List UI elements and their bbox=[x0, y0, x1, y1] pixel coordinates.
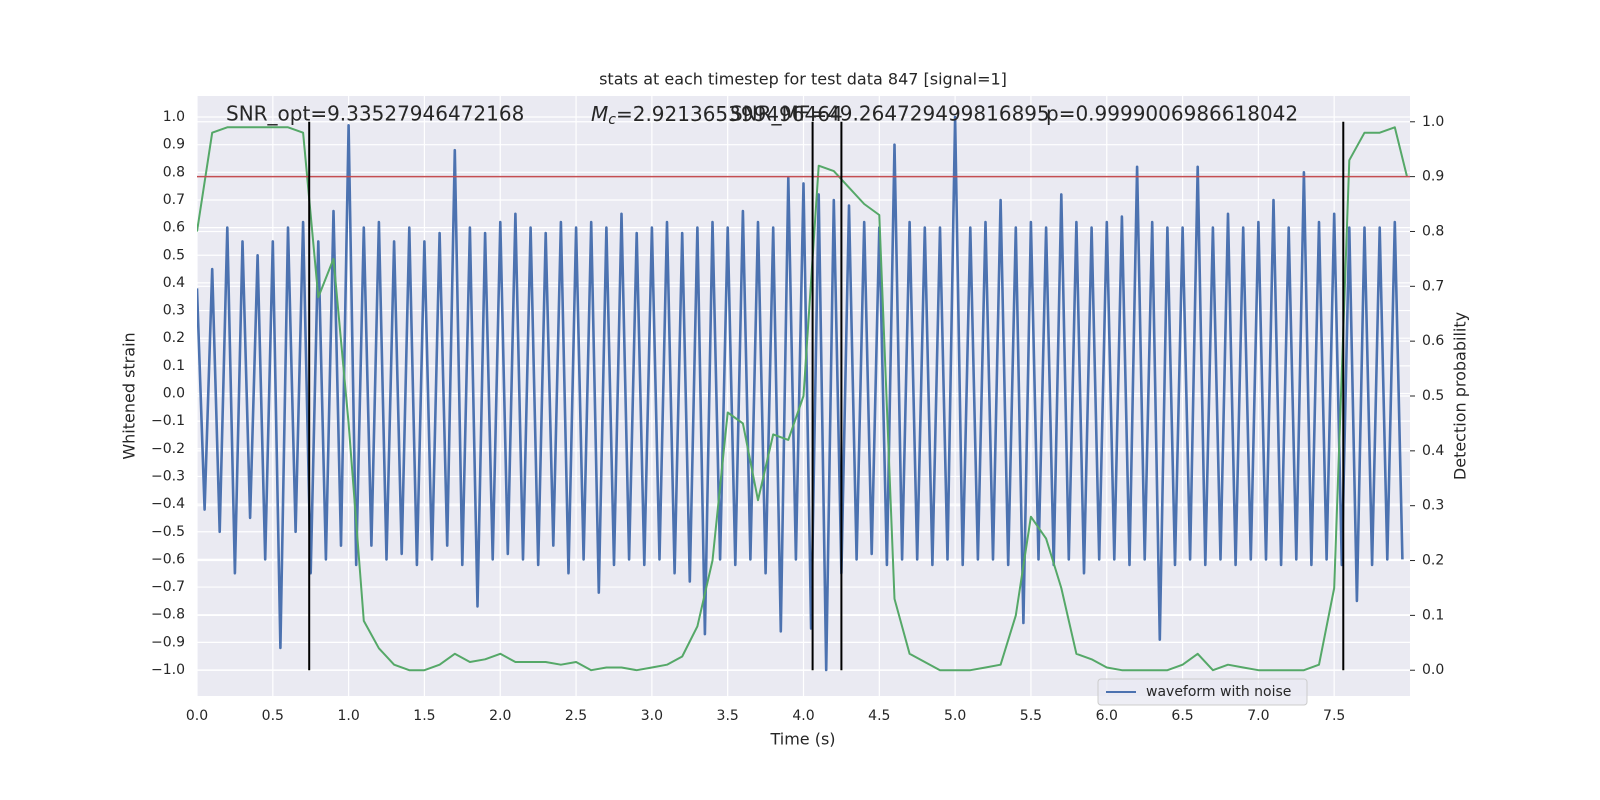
y-tick-label: −0.9 bbox=[151, 634, 185, 650]
legend: waveform with noise bbox=[1097, 678, 1308, 706]
y-tick-label: −1.0 bbox=[151, 662, 185, 678]
x-tick-label: 0.0 bbox=[186, 708, 208, 724]
annotation-symbol: M bbox=[591, 102, 608, 126]
y-tick-label: −0.7 bbox=[151, 579, 185, 595]
y-tick-label: 0.1 bbox=[163, 358, 185, 374]
x-tick-label: 6.5 bbox=[1171, 708, 1193, 724]
x-tick-label: 3.0 bbox=[641, 708, 663, 724]
y-tick-label: 0.9 bbox=[163, 137, 185, 153]
annotation: Mc=2.921365399496464 bbox=[591, 102, 843, 129]
x-tick-label: 7.0 bbox=[1247, 708, 1269, 724]
x-tick-label: 7.5 bbox=[1323, 708, 1345, 724]
y-tick-label: 0.8 bbox=[163, 164, 185, 180]
y-tick-label: 0.2 bbox=[163, 330, 185, 346]
y-tick-label: 0.0 bbox=[163, 386, 185, 402]
x-tick-label: 0.5 bbox=[262, 708, 284, 724]
y-tick-label: 0.4 bbox=[163, 275, 185, 291]
x-tick-label: 2.0 bbox=[489, 708, 511, 724]
legend-box bbox=[1097, 678, 1308, 706]
y-tick-label: −0.6 bbox=[151, 551, 185, 567]
y2-tick-label: 0.2 bbox=[1422, 553, 1444, 569]
x-tick-label: 6.0 bbox=[1096, 708, 1118, 724]
chart-title: stats at each timestep for test data 847… bbox=[599, 70, 1007, 89]
y-tick-label: −0.3 bbox=[151, 468, 185, 484]
x-tick-label: 1.5 bbox=[413, 708, 435, 724]
y2-tick-label: 0.4 bbox=[1422, 443, 1444, 459]
x-axis-label: Time (s) bbox=[769, 730, 835, 749]
y2-tick-label: 0.6 bbox=[1422, 333, 1444, 349]
annotation: p=0.9999006986618042 bbox=[1046, 102, 1298, 126]
y-axis-label: Whitened strain bbox=[120, 332, 139, 459]
legend-label: waveform with noise bbox=[1146, 684, 1291, 700]
y-tick-label: −0.1 bbox=[151, 413, 185, 429]
y2-tick-label: 0.0 bbox=[1422, 662, 1444, 678]
x-tick-label: 5.5 bbox=[1020, 708, 1042, 724]
annotation: SNR_MF=49.264729499816895 bbox=[730, 102, 1050, 126]
y2-tick-label: 0.3 bbox=[1422, 498, 1444, 514]
series-line bbox=[197, 126, 1408, 672]
marks bbox=[197, 115, 1410, 672]
y-tick-label: −0.5 bbox=[151, 524, 185, 540]
y2-tick-label: 0.7 bbox=[1422, 278, 1444, 294]
x-tick-label: 2.5 bbox=[565, 708, 587, 724]
x-tick-label: 1.0 bbox=[337, 708, 359, 724]
series-line bbox=[197, 115, 1404, 672]
y-tick-label: 0.5 bbox=[163, 247, 185, 263]
y-tick-label: −0.2 bbox=[151, 441, 185, 457]
annotation-text: =2.921365399496464 bbox=[616, 102, 843, 126]
y2-axis-label: Detection probability bbox=[1451, 312, 1470, 480]
y2-tick-label: 0.5 bbox=[1422, 388, 1444, 404]
axes: 0.0 0.5 1.0 1.5 2.0 2.5 3.0 3.5 4.0 4.5 5.0 5.5 6.0 6… bbox=[151, 109, 1444, 724]
x-tick-label: 3.5 bbox=[717, 708, 739, 724]
y2-tick-label: 0.1 bbox=[1422, 607, 1444, 623]
y2-tick-label: 0.8 bbox=[1422, 223, 1444, 239]
y-tick-label: 0.7 bbox=[163, 192, 185, 208]
y-tick-label: −0.8 bbox=[151, 607, 185, 623]
y2-tick-label: 1.0 bbox=[1422, 114, 1444, 130]
x-tick-label: 4.5 bbox=[868, 708, 890, 724]
x-tick-label: 5.0 bbox=[944, 708, 966, 724]
y2-tick-label: 0.9 bbox=[1422, 169, 1444, 185]
x-tick-label: 4.0 bbox=[792, 708, 814, 724]
y-tick-label: 0.3 bbox=[163, 303, 185, 319]
annotation: SNR_opt=9.33527946472168 bbox=[226, 102, 524, 126]
y-tick-label: 1.0 bbox=[163, 109, 185, 125]
annotation-subscript: c bbox=[608, 112, 616, 128]
y-tick-label: −0.4 bbox=[151, 496, 185, 512]
y-tick-label: 0.6 bbox=[163, 220, 185, 236]
